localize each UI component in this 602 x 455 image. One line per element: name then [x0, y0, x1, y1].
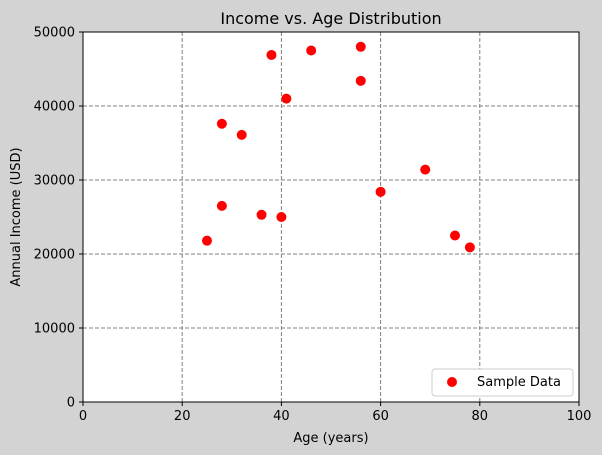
- data-point: [236, 129, 247, 140]
- x-tick-label: 0: [79, 409, 87, 424]
- data-point: [216, 200, 227, 211]
- data-point: [464, 242, 475, 253]
- data-point: [355, 41, 366, 52]
- y-tick-label: 0: [67, 396, 75, 411]
- data-point: [276, 212, 287, 222]
- legend-box: [431, 368, 574, 397]
- data-points: [202, 41, 475, 253]
- x-tick-label: 80: [472, 409, 489, 424]
- plot-area: [83, 32, 579, 402]
- plot-frame: [82, 31, 580, 403]
- x-axis-label: Age (years): [293, 431, 368, 446]
- data-point: [281, 93, 292, 104]
- y-tick-label: 10000: [34, 322, 75, 337]
- data-point: [256, 209, 267, 220]
- legend-marker: [447, 377, 457, 387]
- chart-title: Income vs. Age Distribution: [220, 9, 441, 28]
- data-point: [202, 235, 212, 246]
- x-tick-label: 100: [567, 409, 592, 424]
- y-tick-label: 50000: [34, 26, 75, 41]
- data-point: [266, 49, 277, 60]
- y-tick-label: 30000: [34, 174, 75, 189]
- data-point: [355, 75, 366, 86]
- x-tick-label: 60: [372, 409, 389, 424]
- y-tick-label: 40000: [34, 100, 75, 115]
- legend-entry-sample-data: Sample Data: [477, 375, 561, 390]
- y-axis-label: Annual Income (USD): [9, 147, 24, 286]
- data-point: [420, 164, 431, 175]
- y-tick-label: 20000: [34, 248, 75, 263]
- axis-ticks: 0 20 40 60 80 100 0 10000 20000 30000 40000 50000: [34, 26, 592, 425]
- x-tick-label: 20: [174, 409, 191, 424]
- data-point: [375, 186, 386, 197]
- x-tick-label: 40: [273, 409, 290, 424]
- legend: Sample Data: [431, 368, 574, 397]
- data-point: [306, 45, 317, 56]
- data-point: [216, 118, 227, 129]
- data-point: [450, 230, 460, 241]
